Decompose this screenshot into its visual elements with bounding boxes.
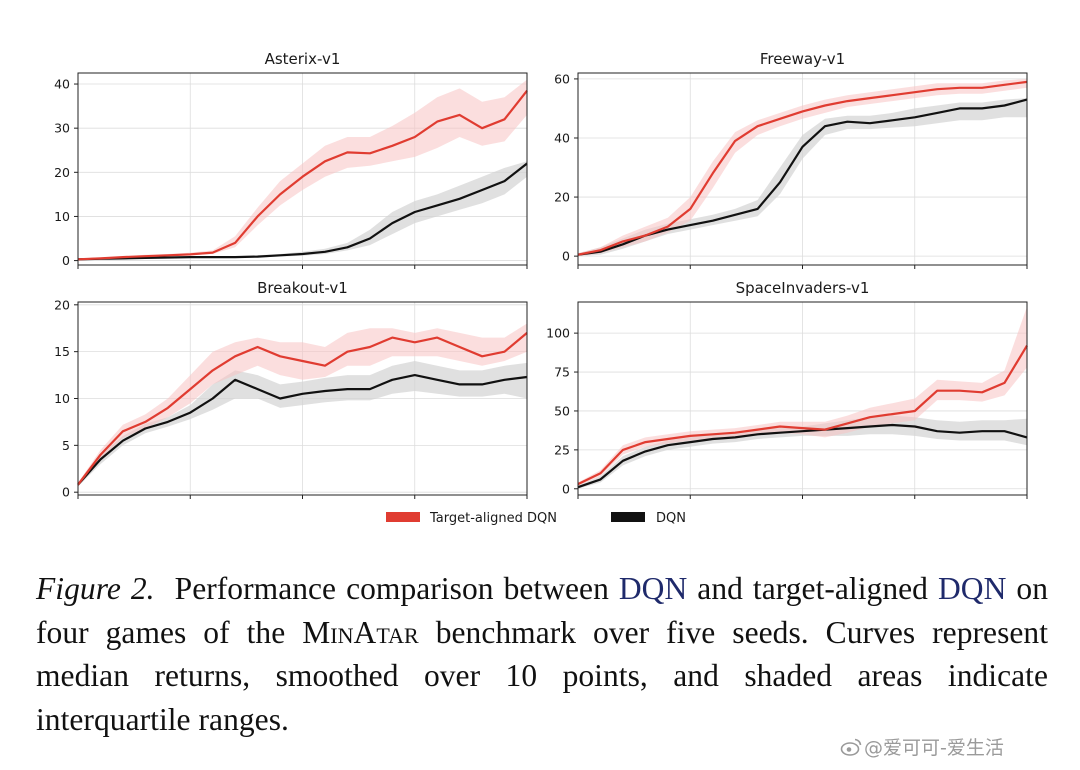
dqn-citation-link-2[interactable]: DQN xyxy=(937,571,1007,606)
y-tick-label: 5 xyxy=(62,438,70,453)
y-tick-label: 0 xyxy=(62,253,70,268)
panel-breakout-v1: 0 5 10 15 20 Breakout-v1 xyxy=(54,279,528,500)
dqn-citation-link-1[interactable]: DQN xyxy=(618,571,688,606)
panel-spaceinvaders-v1: 0 25 50 75 100 SpaceInvaders-v1 xyxy=(546,279,1028,499)
line-dqn xyxy=(77,374,528,486)
caption-text-4: benchmark over five seeds. Curves repres… xyxy=(36,614,1049,737)
watermark-text: @爱可可-爱生活 xyxy=(864,737,1004,759)
y-tick-label: 50 xyxy=(554,403,570,418)
caption-text-2: and target-aligned xyxy=(687,571,938,606)
line-target-aligned-dqn xyxy=(577,345,1028,486)
line-target-aligned-dqn xyxy=(577,80,1028,256)
y-tick-label: 30 xyxy=(54,121,70,136)
y-tick-label: 0 xyxy=(562,249,570,264)
y-tick-label: 10 xyxy=(54,391,70,406)
figure-label: Figure 2. xyxy=(36,571,155,606)
y-tick-label: 25 xyxy=(554,442,570,457)
y-tick-label: 40 xyxy=(554,130,570,145)
weibo-icon xyxy=(840,738,862,756)
y-tick-label: 75 xyxy=(554,365,570,380)
legend-label-target-aligned-dqn: Target-aligned DQN xyxy=(429,511,557,526)
axes-frame xyxy=(577,72,1028,266)
line-dqn xyxy=(577,423,1028,489)
band-dqn xyxy=(78,161,527,260)
axes-frame xyxy=(77,301,528,496)
panel-asterix-v1: 0 10 20 30 40 Asterix-v1 xyxy=(54,50,528,269)
y-tick-label: 0 xyxy=(62,485,70,500)
line-target-aligned-dqn xyxy=(77,332,528,486)
legend: Target-aligned DQN DQN xyxy=(386,511,686,526)
band-target-aligned-dqn xyxy=(578,78,1027,257)
panel-title: Breakout-v1 xyxy=(257,279,348,297)
band-target-aligned-dqn xyxy=(78,323,527,487)
y-tick-label: 15 xyxy=(54,344,70,359)
watermark: @爱可可-爱生活 xyxy=(840,733,1004,760)
panel-title: Asterix-v1 xyxy=(265,50,341,68)
y-tick-label: 40 xyxy=(54,77,70,92)
y-tick-label: 20 xyxy=(54,165,70,180)
line-target-aligned-dqn xyxy=(77,90,528,261)
legend-swatch-target-aligned-dqn xyxy=(386,512,420,522)
y-tick-label: 100 xyxy=(546,326,570,341)
caption-text-1: Performance comparison between xyxy=(174,571,619,606)
legend-label-dqn: DQN xyxy=(656,511,686,526)
panel-title: Freeway-v1 xyxy=(760,50,845,68)
band-dqn xyxy=(578,415,1027,489)
caption-text-3: on four games of the xyxy=(36,571,1048,650)
y-tick-label: 60 xyxy=(554,71,570,86)
y-tick-label: 10 xyxy=(54,209,70,224)
benchmark-name: MinAtar xyxy=(302,614,419,650)
panel-freeway-v1: 0 20 40 60 Freeway-v1 xyxy=(554,50,1028,269)
axes-frame xyxy=(77,72,528,266)
line-dqn xyxy=(77,162,528,261)
plot-panels: 0 10 20 30 40 Asterix-v1 0 20 40 60 Freeway-v1 0 5 10… xyxy=(54,50,1028,500)
axes-frame xyxy=(577,301,1028,496)
panel-title: SpaceInvaders-v1 xyxy=(736,279,870,297)
y-tick-label: 20 xyxy=(554,190,570,205)
band-dqn xyxy=(78,361,527,487)
y-tick-label: 20 xyxy=(54,297,70,312)
band-target-aligned-dqn xyxy=(578,306,1027,486)
legend-swatch-dqn xyxy=(611,512,645,522)
band-target-aligned-dqn xyxy=(78,79,527,260)
y-tick-label: 0 xyxy=(562,481,570,496)
figure-caption: Figure 2. Performance comparison between… xyxy=(36,567,1048,741)
